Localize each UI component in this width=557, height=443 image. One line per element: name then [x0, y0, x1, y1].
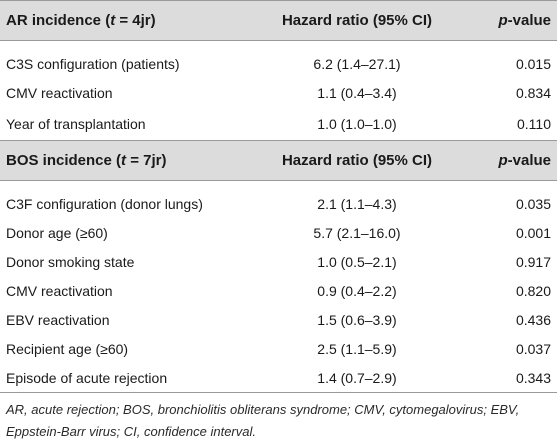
table-footnote: AR, acute rejection; BOS, bronchiolitis …	[0, 393, 557, 443]
footnote-line-1: AR, acute rejection; BOS, bronchiolitis …	[6, 402, 520, 417]
row-hazard-ratio: 1.0 (0.5–2.1)	[317, 253, 397, 270]
row-p-value: 0.001	[515, 224, 551, 241]
row-label: EBV reactivation	[6, 311, 110, 328]
row-p-value: 0.834	[515, 84, 551, 101]
table-row: Donor smoking state 1.0 (0.5–2.1) 0.917	[0, 247, 557, 276]
hazard-ratio-table: AR incidence (t = 4jr) Hazard ratio (95%…	[0, 0, 557, 393]
row-label: C3F configuration (donor lungs)	[6, 195, 203, 212]
row-label: Donor smoking state	[6, 253, 135, 270]
row-hazard-ratio: 1.0 (1.0–1.0)	[262, 107, 452, 141]
table-row: Donor age (≥60) 5.7 (2.1–16.0) 0.001	[0, 218, 557, 247]
table-row: Episode of acute rejection 1.4 (0.7–2.9)…	[0, 363, 557, 393]
section-title-ar: AR incidence (t = 4jr)	[0, 0, 262, 41]
section-header-bos: BOS incidence (t = 7jr) Hazard ratio (95…	[0, 140, 557, 181]
table-row: EBV reactivation 1.5 (0.6–3.9) 0.436	[0, 305, 557, 334]
column-header-hazard-ratio: Hazard ratio (95% CI)	[262, 0, 452, 41]
column-header-p-value: p-value	[452, 140, 557, 181]
table-row: C3S configuration (patients) 6.2 (1.4–27…	[0, 41, 557, 79]
section-header-ar: AR incidence (t = 4jr) Hazard ratio (95%…	[0, 0, 557, 41]
column-header-hazard-ratio: Hazard ratio (95% CI)	[262, 140, 452, 181]
footnote-line-2: Eppstein-Barr virus; CI, confidence inte…	[6, 424, 256, 439]
column-header-p-value: p-value	[452, 0, 557, 41]
table-row: CMV reactivation 1.1 (0.4–3.4) 0.834	[0, 78, 557, 107]
row-hazard-ratio: 1.4 (0.7–2.9)	[262, 363, 452, 393]
row-hazard-ratio: 1.1 (0.4–3.4)	[317, 84, 397, 101]
row-p-value: 0.035	[515, 195, 551, 212]
row-label: C3S configuration (patients)	[6, 55, 180, 72]
row-p-value: 0.436	[515, 311, 551, 328]
row-p-value: 0.110	[452, 107, 557, 141]
section-title-bos: BOS incidence (t = 7jr)	[0, 140, 262, 181]
row-label: CMV reactivation	[6, 282, 113, 299]
table-row: Year of transplantation 1.0 (1.0–1.0) 0.…	[0, 107, 557, 141]
row-hazard-ratio: 5.7 (2.1–16.0)	[313, 224, 401, 241]
row-hazard-ratio: 1.5 (0.6–3.9)	[317, 311, 397, 328]
row-p-value: 0.037	[515, 340, 551, 357]
row-p-value: 0.343	[452, 363, 557, 393]
row-hazard-ratio: 2.5 (1.1–5.9)	[317, 340, 397, 357]
row-hazard-ratio: 6.2 (1.4–27.1)	[313, 55, 401, 72]
row-label: Episode of acute rejection	[0, 363, 262, 393]
row-label: Donor age (≥60)	[6, 224, 108, 241]
table-row: CMV reactivation 0.9 (0.4–2.2) 0.820	[0, 276, 557, 305]
row-label: CMV reactivation	[6, 84, 113, 101]
row-p-value: 0.917	[515, 253, 551, 270]
table-row: C3F configuration (donor lungs) 2.1 (1.1…	[0, 181, 557, 219]
table-row: Recipient age (≥60) 2.5 (1.1–5.9) 0.037	[0, 334, 557, 363]
row-hazard-ratio: 0.9 (0.4–2.2)	[317, 282, 397, 299]
row-hazard-ratio: 2.1 (1.1–4.3)	[317, 195, 397, 212]
row-p-value: 0.820	[515, 282, 551, 299]
row-label: Year of transplantation	[0, 107, 262, 141]
row-p-value: 0.015	[515, 55, 551, 72]
row-label: Recipient age (≥60)	[6, 340, 129, 357]
